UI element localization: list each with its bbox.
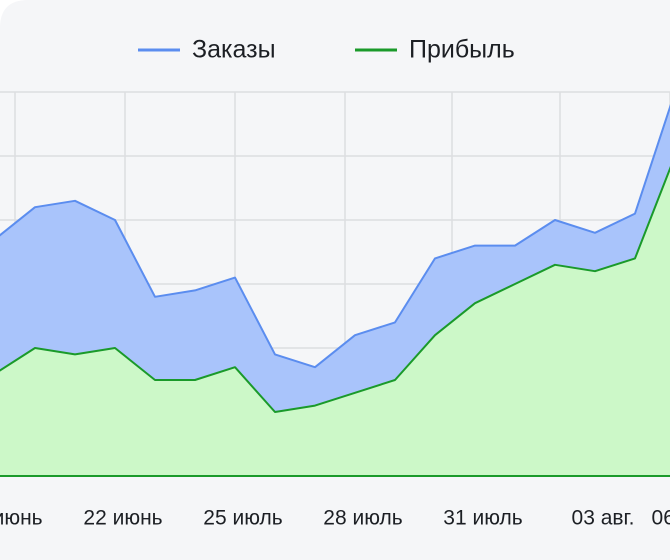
x-tick-label: 03 авг. (572, 507, 635, 530)
area-line (0, 166, 670, 413)
legend: Заказы Прибыль (138, 36, 515, 64)
areas (0, 103, 670, 477)
legend-label: Прибыль (409, 36, 515, 64)
x-tick-label: 25 июль (203, 507, 282, 530)
x-tick-label: 28 июль (323, 507, 402, 530)
x-tick-label: 31 июль (443, 507, 522, 530)
x-tick-label: 22 июнь (83, 507, 162, 530)
x-tick-label: 19 июнь (0, 507, 43, 530)
x-axis: 19 июнь 22 июнь 25 июль 28 июль 31 июль 03 ав… (0, 507, 670, 530)
area-fill (0, 168, 670, 476)
x-tick-label: 06 авг. (652, 507, 670, 530)
legend-label: Заказы (192, 36, 276, 64)
area-line (0, 103, 670, 369)
